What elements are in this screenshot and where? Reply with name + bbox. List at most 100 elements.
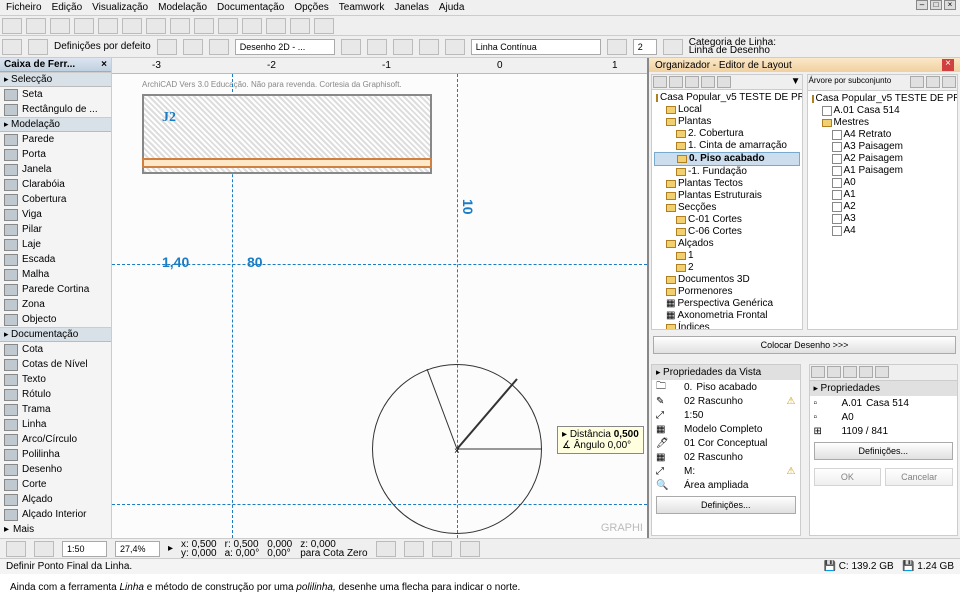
tool-pilar[interactable]: Pilar <box>0 222 111 237</box>
opt-btn[interactable] <box>445 39 465 55</box>
tree-item[interactable]: 1 <box>654 250 800 262</box>
tool-rotulo[interactable]: Rótulo <box>0 387 111 402</box>
tool-alcado-int[interactable]: Alçado Interior <box>0 507 111 522</box>
tool-polilinha[interactable]: Polilinha <box>0 447 111 462</box>
tree-item[interactable]: Alçados <box>654 238 800 250</box>
status-btn[interactable] <box>404 541 424 557</box>
tree-item[interactable]: 1. Cinta de amarração <box>654 140 800 152</box>
org-btn[interactable] <box>859 366 873 378</box>
opt-btn[interactable] <box>419 39 439 55</box>
opt-btn[interactable] <box>209 39 229 55</box>
tool-cotas-nivel[interactable]: Cotas de Nível <box>0 357 111 372</box>
organizer-close-icon[interactable]: × <box>942 59 954 71</box>
tool-rect[interactable]: Rectângulo de ... <box>0 102 111 117</box>
tree-item[interactable]: A2 Paisagem <box>810 153 956 165</box>
tool-janela[interactable]: Janela <box>0 162 111 177</box>
drawing-canvas[interactable]: ArchiCAD Vers 3.0 Educação. Não para rev… <box>112 74 647 538</box>
cancel-button[interactable]: Cancelar <box>885 468 953 486</box>
tool-alcado[interactable]: Alçado <box>0 492 111 507</box>
tree-item[interactable]: A1 Paisagem <box>810 165 956 177</box>
tree-item[interactable]: Pormenores <box>654 286 800 298</box>
tree-item-selected[interactable]: 0. Piso acabado <box>654 152 800 166</box>
tree-item[interactable]: Índices <box>654 322 800 330</box>
toolbox-section-doc[interactable]: ▸ Documentação <box>0 327 111 342</box>
org-btn[interactable] <box>942 76 956 88</box>
close-icon[interactable]: × <box>944 0 956 10</box>
tool-btn[interactable] <box>170 18 190 34</box>
menu-ajuda[interactable]: Ajuda <box>439 2 465 13</box>
tree-item[interactable]: A2 <box>810 201 956 213</box>
org-btn[interactable] <box>827 366 841 378</box>
zoom-combo[interactable]: 27,4% <box>115 541 160 557</box>
status-btn[interactable] <box>376 541 396 557</box>
menu-opcoes[interactable]: Opções <box>294 2 328 13</box>
tool-btn[interactable] <box>242 18 262 34</box>
ok-button[interactable]: OK <box>814 468 882 486</box>
tool-cota[interactable]: Cota <box>0 342 111 357</box>
tool-desenho[interactable]: Desenho <box>0 462 111 477</box>
tree-item[interactable]: Documentos 3D <box>654 274 800 286</box>
tool-mais[interactable]: ▸ Mais <box>0 522 111 537</box>
toolbox-section-mod[interactable]: ▸ Modelação <box>0 117 111 132</box>
menu-janelas[interactable]: Janelas <box>394 2 428 13</box>
tool-escada[interactable]: Escada <box>0 252 111 267</box>
scale-combo[interactable]: 1:50 <box>62 541 107 557</box>
tool-arco[interactable]: Arco/Círculo <box>0 432 111 447</box>
menu-documentacao[interactable]: Documentação <box>217 2 284 13</box>
tool-parede[interactable]: Parede <box>0 132 111 147</box>
tool-btn[interactable] <box>218 18 238 34</box>
tree-item[interactable]: Secções <box>654 202 800 214</box>
menu-ficheiro[interactable]: Ficheiro <box>6 2 42 13</box>
opt-btn[interactable] <box>341 39 361 55</box>
toolbox-close-icon[interactable]: × <box>101 59 107 70</box>
tool-zona[interactable]: Zona <box>0 297 111 312</box>
tool-trama[interactable]: Trama <box>0 402 111 417</box>
tool-cobertura[interactable]: Cobertura <box>0 192 111 207</box>
status-btn[interactable] <box>6 541 26 557</box>
menu-edicao[interactable]: Edição <box>52 2 83 13</box>
tree-item[interactable]: A0 <box>810 177 956 189</box>
tool-seta[interactable]: Seta <box>0 87 111 102</box>
tree-item[interactable]: 2. Cobertura <box>654 128 800 140</box>
menu-modelacao[interactable]: Modelação <box>158 2 207 13</box>
menu-teamwork[interactable]: Teamwork <box>339 2 385 13</box>
tool-malha[interactable]: Malha <box>0 267 111 282</box>
tree-item[interactable]: A4 <box>810 225 956 237</box>
definicoes-button[interactable]: Definições... <box>656 496 796 514</box>
tree-item[interactable]: Mestres <box>810 117 956 129</box>
opt-btn[interactable] <box>183 39 203 55</box>
place-drawing-button[interactable]: Colocar Desenho >>> <box>653 336 956 354</box>
org-btn[interactable] <box>685 76 699 88</box>
definicoes-button[interactable]: Definições... <box>814 442 954 460</box>
org-btn[interactable] <box>811 366 825 378</box>
tree-item[interactable]: Plantas <box>654 116 800 128</box>
tree-item[interactable]: A3 <box>810 213 956 225</box>
tree-item[interactable]: C-01 Cortes <box>654 214 800 226</box>
tool-texto[interactable]: Texto <box>0 372 111 387</box>
tree-item[interactable]: A1 <box>810 189 956 201</box>
status-btn[interactable] <box>432 541 452 557</box>
tool-corte[interactable]: Corte <box>0 477 111 492</box>
tree-item[interactable]: A3 Paisagem <box>810 141 956 153</box>
org-btn[interactable] <box>717 76 731 88</box>
org-btn[interactable] <box>926 76 940 88</box>
tree-item[interactable]: ▦ Perspectiva Genérica <box>654 298 800 310</box>
org-btn[interactable] <box>653 76 667 88</box>
org-btn[interactable] <box>875 366 889 378</box>
tree-root[interactable]: Casa Popular_v5 TESTE DE PRANCHAS <box>810 93 956 105</box>
tool-btn[interactable] <box>290 18 310 34</box>
pen-combo[interactable]: 2 <box>633 39 657 55</box>
status-btn[interactable] <box>34 541 54 557</box>
menu-visualizacao[interactable]: Visualização <box>92 2 148 13</box>
tool-objecto[interactable]: Objecto <box>0 312 111 327</box>
opt-btn[interactable] <box>157 39 177 55</box>
tree-item[interactable]: Plantas Tectos <box>654 178 800 190</box>
linetype-combo[interactable]: Linha Contínua <box>471 39 601 55</box>
tool-btn[interactable] <box>2 18 22 34</box>
toolbox-section-sel[interactable]: ▸ Selecção <box>0 72 111 87</box>
tool-laje[interactable]: Laje <box>0 237 111 252</box>
org-btn[interactable] <box>910 76 924 88</box>
tree-item[interactable]: A.01 Casa 514 <box>810 105 956 117</box>
tool-claraboia[interactable]: Clarabóia <box>0 177 111 192</box>
opt-btn[interactable] <box>607 39 627 55</box>
